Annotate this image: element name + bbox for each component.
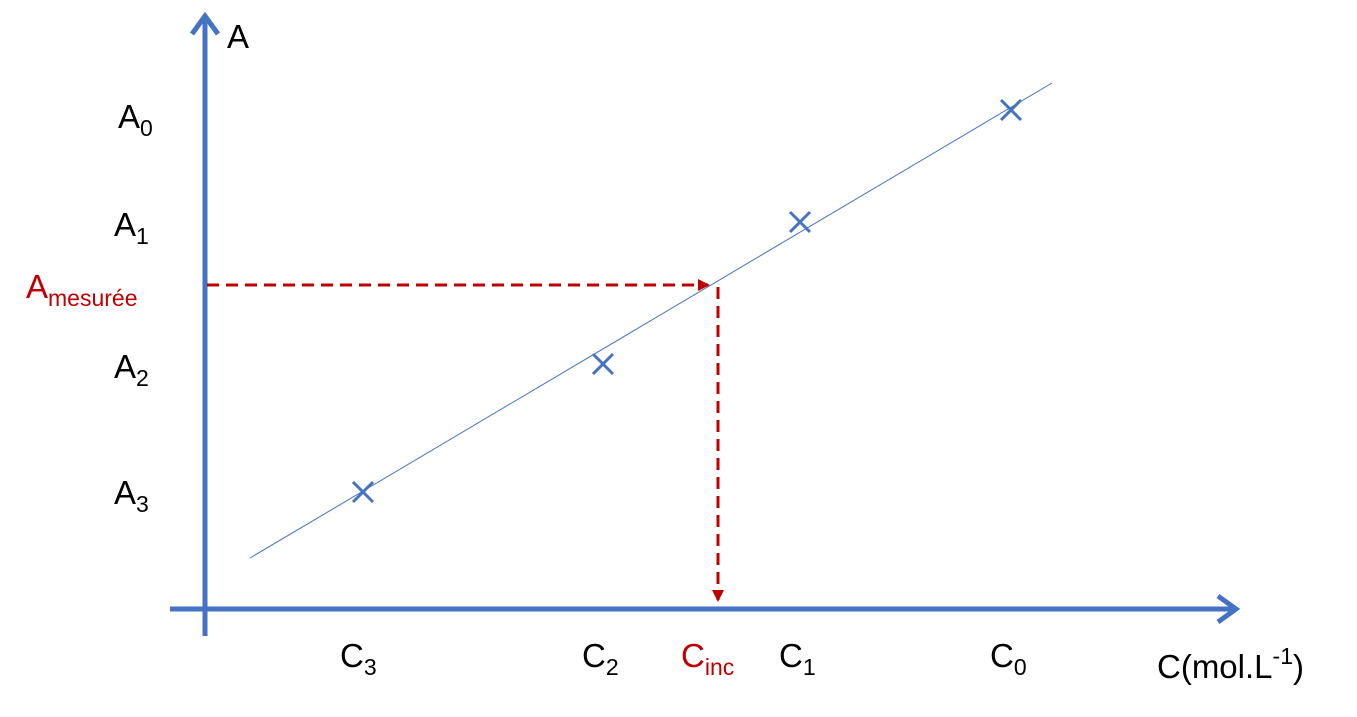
y-label-base: A <box>114 474 136 511</box>
y-label-sub: 2 <box>136 365 149 391</box>
y-label-sub: 1 <box>136 223 149 249</box>
x-label: C1 <box>779 637 816 680</box>
measured-base: A <box>26 268 48 305</box>
x-axis-label-sup: -1 <box>1273 643 1293 669</box>
x-label-base: C <box>779 637 803 674</box>
y-label: A0 <box>118 98 153 141</box>
point <box>999 98 1023 122</box>
point <box>591 352 615 376</box>
point <box>351 480 375 504</box>
measured-label: Amesurée <box>26 268 138 311</box>
x-label: C3 <box>340 637 377 680</box>
unknown-label: Cinc <box>681 637 734 680</box>
x-label: C2 <box>582 637 619 680</box>
y-axis-label: A <box>227 18 249 55</box>
x-axis-label-text: C(mol.L <box>1157 648 1273 685</box>
y-label: A3 <box>114 474 149 517</box>
unknown-sub: inc <box>705 654 734 680</box>
point <box>788 210 812 234</box>
x-label-base: C <box>582 637 606 674</box>
x-axis-label-end: ) <box>1293 648 1304 685</box>
x-label-sub: 1 <box>803 654 816 680</box>
x-label-sub: 0 <box>1014 654 1027 680</box>
points <box>351 98 1023 504</box>
y-label-sub: 3 <box>136 491 149 517</box>
y-label: A2 <box>114 348 149 391</box>
y-axis-label-text: A <box>227 18 249 55</box>
x-label-base: C <box>990 637 1014 674</box>
y-label-base: A <box>114 348 136 385</box>
y-label-base: A <box>114 206 136 243</box>
y-label: A1 <box>114 206 149 249</box>
fit-line <box>249 82 1053 559</box>
x-axis-arrow <box>1216 593 1241 625</box>
x-label-sub: 2 <box>606 654 619 680</box>
x-label-sub: 3 <box>364 654 377 680</box>
y-axis-arrow <box>189 11 221 36</box>
y-label-base: A <box>118 98 140 135</box>
measured-sub: mesurée <box>48 285 137 311</box>
x-label-base: C <box>340 637 364 674</box>
x-label: C0 <box>990 637 1027 680</box>
y-label-sub: 0 <box>140 115 153 141</box>
x-axis-label: C(mol.L-1) <box>1157 643 1304 685</box>
unknown-base: C <box>681 637 705 674</box>
